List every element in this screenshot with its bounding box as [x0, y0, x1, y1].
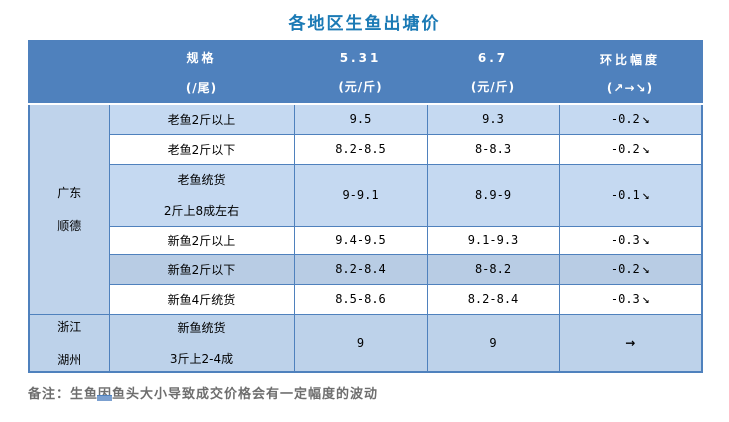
spec-line1: 老鱼统货 — [177, 173, 226, 187]
price-67-cell: 9.3 — [426, 103, 560, 135]
header-date-67: 6.7 (元/斤) — [427, 41, 559, 105]
change-value: -0.2 — [610, 111, 640, 126]
region-cell-guangdong-shunde: 广东 顺德 — [28, 103, 110, 315]
table-row: 新鱼2斤以下 8.2-8.4 8-8.2 -0.2 ↘ — [29, 253, 703, 285]
change-value: -0.2 — [610, 141, 640, 156]
table-row: 新鱼4斤统货 8.5-8.6 8.2-8.4 -0.3 ↘ — [29, 283, 703, 315]
partial-table-fragment — [97, 395, 112, 401]
spec-cell: 新鱼统货 3斤上2-4成 — [108, 313, 295, 373]
price-531-cell: 9.5 — [293, 103, 428, 135]
header-change-line1: 环比幅度 — [599, 52, 660, 67]
trend-down-arrow-icon: ↘ — [641, 141, 650, 157]
table-row: 老鱼2斤以下 8.2-8.5 8-8.3 -0.2 ↘ — [29, 133, 703, 165]
change-value: -0.2 — [610, 261, 640, 276]
spec-cell: 老鱼2斤以上 — [108, 103, 295, 135]
price-531-cell: 9.4-9.5 — [293, 225, 428, 255]
spec-line2: 3斤上2-4成 — [169, 351, 234, 366]
trend-down-arrow-icon: ↘ — [641, 187, 650, 203]
price-67-cell: 8.2-8.4 — [426, 283, 560, 315]
spec-cell: 新鱼2斤以上 — [108, 225, 295, 255]
change-value: -0.3 — [610, 232, 640, 247]
trend-down-arrow-icon: ↘ — [641, 232, 650, 248]
price-531-cell: 8.2-8.5 — [293, 133, 428, 165]
table-row: 浙江 湖州 新鱼统货 3斤上2-4成 9 9 → — [28, 313, 703, 373]
price-531-cell: 9 — [293, 313, 428, 373]
region-name-line1: 浙江 — [57, 319, 82, 334]
spec-line1: 新鱼统货 — [177, 320, 226, 335]
change-cell: -0.3 ↘ — [558, 283, 703, 315]
spec-cell: 新鱼4斤统货 — [108, 283, 295, 315]
trend-down-arrow-icon: ↘ — [641, 291, 650, 307]
table-row: 老鱼统货 2斤上8成左右 9-9.1 8.9-9 -0.1 ↘ — [29, 163, 703, 227]
change-cell: -0.2 ↘ — [558, 133, 703, 165]
footnote: 备注：生鱼因鱼头大小导致成交价格会有一定幅度的波动 — [28, 387, 379, 402]
header-change: 环比幅度 (↗→↘) — [559, 41, 702, 105]
header-spec: 规格 (/尾) — [109, 41, 294, 105]
price-67-cell: 9 — [426, 313, 560, 373]
table-header: 规格 (/尾) 5.31 (元/斤) 6.7 (元/斤) 环比幅度 (↗→↘) — [29, 41, 702, 105]
price-67-cell: 8.9-9 — [426, 163, 560, 227]
region-name-line2: 湖州 — [57, 352, 82, 367]
change-cell: -0.2 ↘ — [558, 103, 703, 135]
spec-cell: 老鱼统货 2斤上8成左右 — [108, 163, 295, 227]
table-row: 新鱼2斤以上 9.4-9.5 9.1-9.3 -0.3 ↘ — [29, 225, 703, 255]
change-value: -0.3 — [610, 291, 640, 306]
header-spec-line2: (/尾) — [185, 81, 218, 95]
price-531-cell: 8.5-8.6 — [293, 283, 428, 315]
price-67-cell: 8-8.2 — [426, 253, 560, 285]
change-cell: -0.3 ↘ — [558, 225, 703, 255]
trend-down-arrow-icon: ↘ — [641, 261, 650, 277]
spec-line2: 2斤上8成左右 — [163, 204, 240, 218]
price-67-cell: 9.1-9.3 — [426, 225, 560, 255]
region-name-line2: 顺德 — [57, 219, 82, 234]
price-67-cell: 8-8.3 — [426, 133, 560, 165]
page-title: 各地区生鱼出塘价 — [288, 14, 441, 34]
header-date-67-line1: 6.7 — [477, 50, 509, 65]
header-region — [29, 41, 109, 105]
change-cell: -0.2 ↘ — [558, 253, 703, 285]
change-cell: -0.1 ↘ — [558, 163, 703, 227]
header-date-531: 5.31 (元/斤) — [294, 41, 427, 105]
price-531-cell: 8.2-8.4 — [293, 253, 428, 285]
change-value: -0.1 — [610, 187, 640, 202]
trend-down-arrow-icon: ↘ — [641, 111, 650, 127]
spec-cell: 新鱼2斤以下 — [108, 253, 295, 285]
spec-cell: 老鱼2斤以下 — [108, 133, 295, 165]
region-cell-zhejiang-huzhou: 浙江 湖州 — [28, 313, 110, 373]
trend-flat-arrow-icon: → — [625, 335, 636, 350]
header-spec-line1: 规格 — [186, 51, 217, 65]
header-date-531-line2: (元/斤) — [338, 79, 383, 94]
price-table: 规格 (/尾) 5.31 (元/斤) 6.7 (元/斤) 环比幅度 (↗→↘) — [28, 40, 703, 373]
price-531-cell: 9-9.1 — [293, 163, 428, 227]
table-row: 广东 顺德 老鱼2斤以上 9.5 9.3 -0.2 ↘ — [28, 103, 703, 315]
header-change-line2: (↗→↘) — [606, 80, 654, 95]
header-date-67-line2: (元/斤) — [470, 79, 516, 94]
region-name-line1: 广东 — [57, 186, 82, 201]
header-date-531-line1: 5.31 — [339, 50, 382, 65]
change-cell: → — [558, 313, 703, 373]
